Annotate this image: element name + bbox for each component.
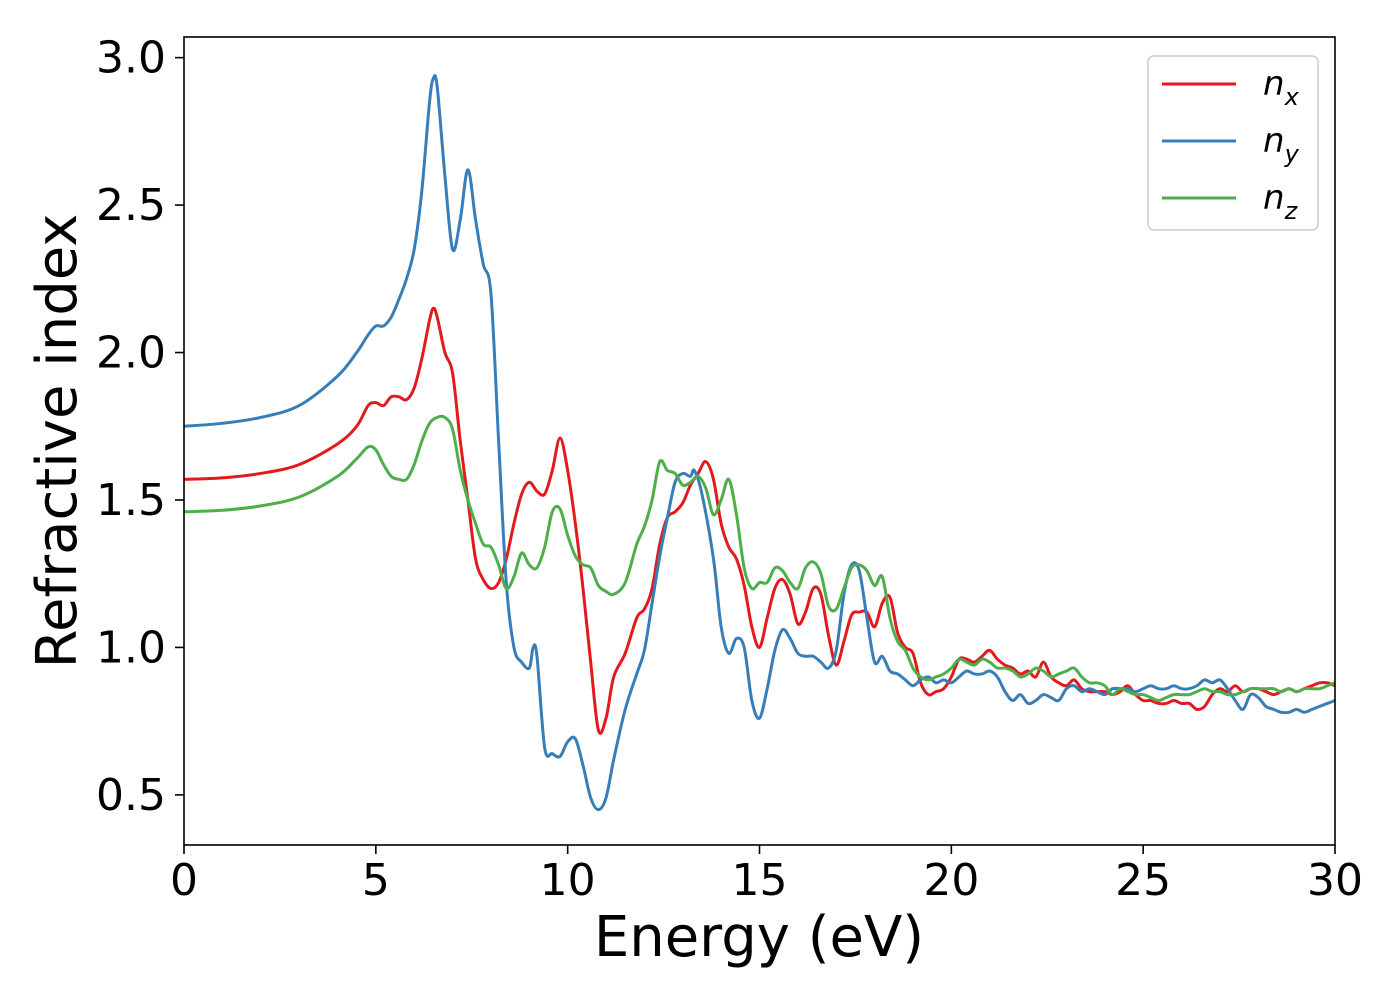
x-tick-label: 10 xyxy=(540,855,596,906)
y-tick-label: 0.5 xyxy=(96,770,166,821)
y-tick-label: 1.0 xyxy=(96,622,166,673)
y-tick-label: 3.0 xyxy=(96,33,166,84)
x-tick-label: 20 xyxy=(923,855,979,906)
y-tick-label: 1.5 xyxy=(96,475,166,526)
axes-layer: 0 5 10 15 20 25 30 0.5 1.0 1.5 2.0 2.5 3.0 xyxy=(96,33,1363,906)
x-tick-label: 15 xyxy=(732,855,788,906)
series-line-n-y xyxy=(184,74,1335,812)
y-tick-label: 2.5 xyxy=(96,180,166,231)
x-tick-label: 0 xyxy=(170,855,198,906)
y-tick-label: 2.0 xyxy=(96,328,166,379)
legend-label-n-x: nx xyxy=(1263,64,1300,111)
legend-box xyxy=(1147,55,1319,231)
series-layer xyxy=(184,74,1335,812)
series-line-n-x xyxy=(184,306,1335,735)
x-axis-label: Energy (eV) xyxy=(594,905,924,970)
series-line-n-z xyxy=(184,414,1335,702)
legend: nx ny nz xyxy=(1147,55,1319,231)
x-tick-label: 30 xyxy=(1307,855,1363,906)
legend-label-n-z: nz xyxy=(1263,178,1299,225)
y-axis-label: Refractive index xyxy=(25,214,90,669)
legend-label-n-y: ny xyxy=(1263,121,1300,168)
x-tick-label: 5 xyxy=(362,855,390,906)
x-tick-label: 25 xyxy=(1115,855,1171,906)
